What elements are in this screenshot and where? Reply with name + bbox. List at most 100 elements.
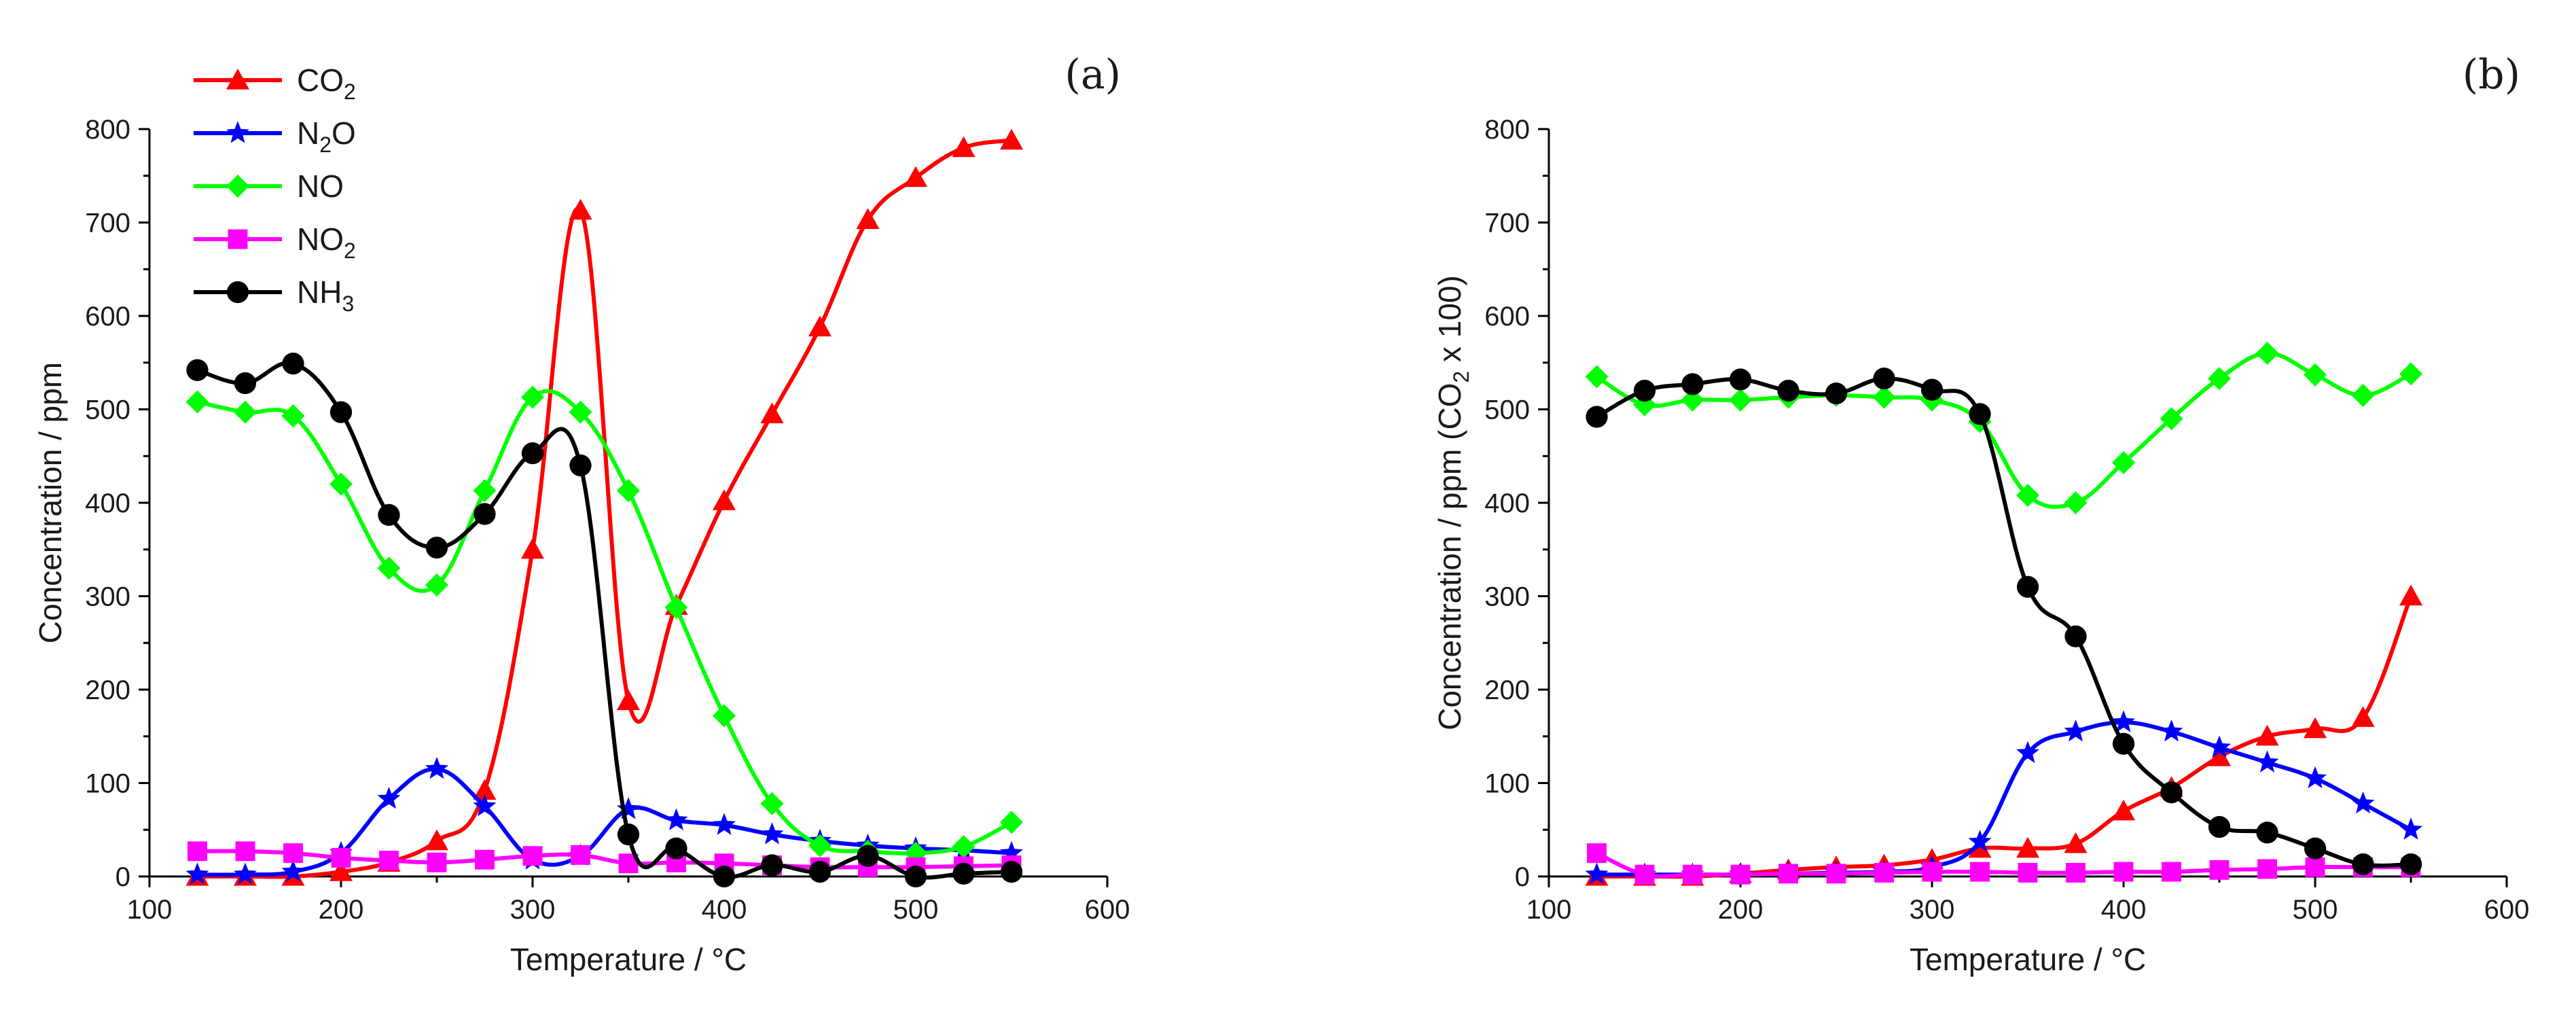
y-tick-label: 500 (1484, 395, 1530, 425)
data-point-NH3 (2208, 815, 2231, 838)
x-tick-label: 200 (319, 895, 364, 925)
data-point-NO (569, 400, 592, 424)
data-point-NO (329, 472, 353, 496)
data-point-NO2 (2113, 862, 2134, 882)
y-tick-label: 200 (1484, 675, 1530, 705)
data-point-N2O (760, 822, 784, 845)
y-tick-label: 700 (1484, 209, 1530, 238)
legend-label: NO2 (297, 221, 356, 263)
y-tick-label: 300 (1484, 582, 1530, 612)
y-axis-label-main: Concentration / ppm (CO (1432, 383, 1467, 730)
series-NO (1585, 342, 2422, 514)
data-point-NH3 (1633, 379, 1656, 402)
data-point-N2O (2064, 720, 2088, 742)
y-tick-label: 300 (85, 582, 130, 612)
data-point-N2O (2160, 720, 2183, 742)
data-point-NH3 (2160, 781, 2183, 804)
chart-panel-1: 100 200 300 400 500 6000100200300400500600700… (33, 51, 1130, 977)
legend-marker-NO2 (228, 229, 248, 249)
data-point-N2O (1968, 830, 1992, 852)
data-point-NH3 (2304, 837, 2327, 859)
data-point-NO (2208, 367, 2231, 391)
data-point-NO2 (1922, 862, 1942, 882)
data-point-CO2 (2064, 832, 2088, 853)
data-point-N2O (2304, 766, 2327, 789)
data-point-NH3 (617, 823, 640, 846)
data-point-NH3 (1000, 860, 1023, 883)
data-point-NO (281, 404, 305, 428)
data-point-NO2 (1634, 864, 1655, 885)
data-point-NH3 (2112, 732, 2135, 755)
legend-marker-NO (226, 175, 249, 198)
data-point-N2O (2208, 735, 2231, 758)
data-point-NO2 (2162, 862, 2181, 882)
x-tick-label: 100 (127, 895, 173, 925)
data-point-NO (1000, 811, 1023, 834)
data-point-CO2 (521, 537, 544, 559)
x-tick-label: 600 (1085, 895, 1130, 925)
data-point-CO2 (329, 860, 353, 881)
data-point-NO (2064, 491, 2088, 514)
data-point-NH3 (2256, 821, 2278, 844)
data-point-CO2 (617, 689, 640, 711)
data-point-N2O (234, 862, 257, 885)
data-point-NO (808, 834, 831, 857)
data-point-NO (664, 596, 688, 619)
data-point-NO2 (1826, 864, 1846, 884)
data-point-NO2 (2018, 863, 2038, 883)
data-point-NH3 (904, 865, 927, 888)
data-point-NO (2399, 362, 2422, 386)
y-tick-label: 100 (1484, 769, 1530, 799)
data-point-CO2 (2016, 836, 2039, 858)
data-point-NH3 (952, 862, 975, 885)
series-N2O (1585, 710, 2422, 885)
data-point-CO2 (1000, 128, 1023, 150)
legend-marker-CO2 (226, 69, 249, 90)
data-point-NO (2304, 363, 2327, 387)
data-point-N2O (1585, 862, 1609, 885)
data-point-N2O (473, 794, 497, 817)
data-point-NO2 (331, 848, 351, 868)
data-point-NH3 (857, 845, 879, 867)
data-point-NO2 (1587, 843, 1607, 864)
data-point-NO2 (235, 841, 255, 862)
series-NH3 (186, 352, 1023, 888)
x-tick-label: 400 (2101, 895, 2147, 925)
x-axis-label: Temperature / °C (1910, 942, 2146, 977)
y-tick-label: 0 (1515, 862, 1530, 892)
data-point-NH3 (473, 503, 496, 525)
data-point-NH3 (713, 865, 736, 888)
data-point-NO2 (1874, 863, 1894, 883)
data-point-NO (2255, 342, 2279, 365)
data-point-NH3 (1777, 379, 1800, 402)
y-tick-label: 200 (85, 675, 130, 705)
x-tick-label: 600 (2484, 895, 2530, 925)
data-point-NO (1585, 365, 1609, 389)
data-point-CO2 (2208, 745, 2231, 766)
data-point-NH3 (761, 854, 783, 876)
data-point-NO2 (2257, 859, 2277, 879)
y-tick-label: 800 (1484, 115, 1530, 145)
series-line-N2O (1596, 720, 2412, 877)
data-point-NO (2160, 407, 2183, 431)
data-point-N2O (713, 813, 736, 835)
data-point-CO2 (2399, 584, 2422, 606)
data-point-NO2 (427, 852, 447, 872)
data-point-NH3 (1920, 378, 1944, 401)
panel-label: (b) (2463, 51, 2520, 99)
data-point-NO (1681, 388, 1704, 412)
legend-item-CO2: CO2 (194, 63, 356, 104)
data-point-NH3 (1729, 368, 1752, 391)
series-line-CO2 (1596, 595, 2413, 879)
data-point-NO (713, 704, 736, 728)
y-tick-label: 700 (85, 209, 130, 238)
x-tick-label: 500 (2293, 895, 2338, 925)
y-tick-label: 600 (85, 302, 130, 332)
data-point-NO2 (1970, 862, 1990, 882)
data-point-NO (425, 573, 448, 597)
data-point-NH3 (378, 503, 400, 527)
data-point-N2O (2016, 741, 2039, 763)
data-point-CO2 (904, 166, 927, 188)
legend-label: NH3 (297, 274, 354, 316)
